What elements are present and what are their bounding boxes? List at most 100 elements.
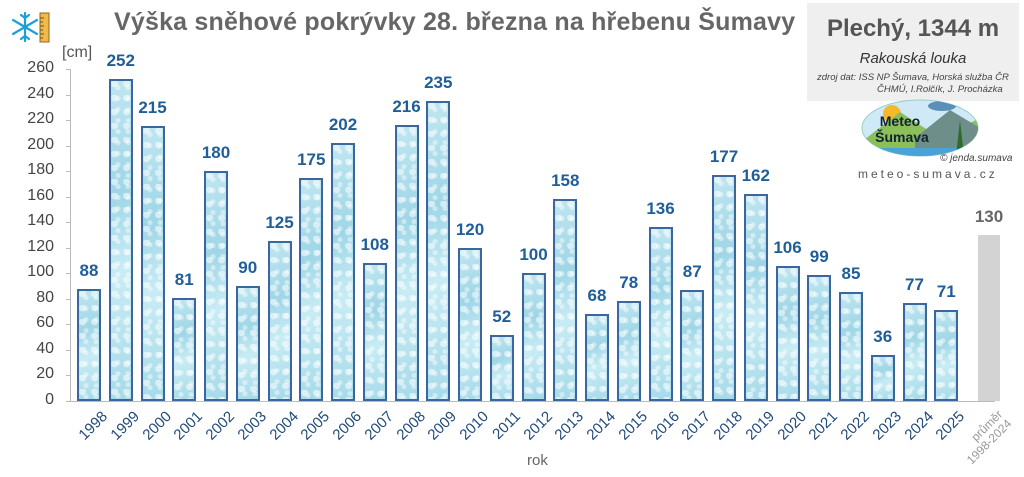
value-label: 252	[106, 51, 135, 71]
chart-title: Výška sněhové pokrývky 28. března na hře…	[114, 8, 796, 36]
bar-2023	[870, 355, 895, 401]
bar-2015	[616, 301, 641, 401]
y-tick-label: 260	[27, 59, 54, 76]
bar-2024	[902, 302, 927, 401]
x-tick-label: 2005	[297, 408, 334, 444]
x-tick-label: 2010	[456, 408, 493, 444]
y-tick-label: 140	[27, 212, 54, 230]
y-tick-mark	[66, 298, 71, 300]
value-label: 158	[551, 171, 580, 191]
bar-2022	[839, 292, 863, 401]
bar-2021	[807, 274, 832, 401]
y-tick-mark	[66, 196, 71, 198]
y-tick-label: 80	[36, 288, 54, 306]
y-tick-mark	[66, 375, 71, 377]
value-label: 162	[741, 166, 770, 186]
y-tick-label: 100	[27, 263, 54, 281]
value-label: 90	[238, 258, 258, 278]
x-tick-label: 2001	[170, 408, 207, 444]
y-tick-label: 200	[27, 135, 54, 153]
x-tick-label: 1999	[107, 408, 143, 444]
y-tick-mark	[66, 349, 71, 351]
website-text: meteo-sumava.cz	[858, 167, 998, 181]
y-tick-mark	[66, 94, 71, 96]
bar-2002	[204, 171, 228, 401]
y-tick-mark	[66, 69, 71, 70]
bar-2019	[743, 194, 768, 401]
snowflake-ruler-icon	[11, 11, 50, 43]
y-tick-mark	[66, 120, 71, 122]
y-tick-mark	[66, 401, 71, 402]
data-source-line1: zdroj dat: ISS NP Šumava, Horská služba …	[817, 72, 1009, 83]
value-label: 216	[392, 97, 421, 117]
data-source-line2: ČHMÚ, I.Rolčík, J. Procházka	[877, 84, 1003, 95]
x-tick-label: 2021	[805, 408, 842, 444]
bar-2009	[426, 100, 451, 401]
y-tick-label: 220	[27, 110, 54, 128]
bar-1998	[77, 288, 101, 401]
value-label: 130	[974, 207, 1004, 226]
bar-2006	[331, 143, 355, 401]
x-axis-line	[70, 401, 995, 402]
svg-text:Meteo: Meteo	[880, 113, 920, 129]
y-tick-label: 40	[36, 339, 54, 357]
x-tick-label: 2014	[583, 408, 620, 444]
y-tick-mark	[66, 171, 71, 173]
station-info-box: Plechý, 1344 m Rakouská louka zdroj dat:…	[807, 3, 1019, 101]
average-bar	[978, 235, 1000, 401]
bar-2010	[458, 247, 482, 401]
x-tick-label: 2023	[869, 408, 905, 444]
value-label: 125	[265, 213, 294, 233]
y-axis-unit: [cm]	[62, 44, 93, 61]
value-label: 36	[873, 327, 893, 347]
station-name: Plechý, 1344 m	[826, 15, 1000, 42]
y-tick-label: 0	[45, 391, 54, 408]
bar-2017	[680, 289, 705, 401]
x-tick-label: 2024	[900, 408, 937, 444]
x-tick-label: 2011	[488, 408, 524, 443]
value-label: 136	[646, 199, 675, 219]
value-label: 108	[360, 235, 389, 255]
value-label: 78	[619, 273, 639, 293]
x-tick-label: 2006	[329, 408, 366, 444]
x-tick-label: 2007	[361, 408, 397, 444]
value-label: 87	[682, 261, 702, 281]
y-tick-label: 60	[36, 314, 54, 332]
x-tick-label: 2008	[392, 408, 429, 444]
value-label: 81	[174, 269, 194, 289]
svg-text:Šumava: Šumava	[875, 128, 929, 145]
value-label: 175	[297, 149, 326, 169]
x-tick-label: 2012	[519, 408, 556, 444]
bar-2016	[648, 227, 673, 401]
value-label: 71	[936, 282, 956, 302]
value-label: 202	[328, 115, 358, 135]
bar-2018	[712, 174, 736, 401]
x-tick-label: 2017	[678, 408, 715, 444]
y-tick-mark	[66, 222, 71, 224]
y-tick-mark	[66, 247, 71, 249]
value-label: 99	[809, 246, 829, 266]
y-tick-label: 20	[36, 365, 54, 383]
value-label: 180	[201, 143, 231, 163]
x-tick-label: 2004	[265, 408, 302, 444]
x-tick-label: 2018	[710, 408, 747, 444]
x-tick-label: 2016	[646, 408, 683, 444]
bar-2014	[585, 314, 609, 401]
y-tick-mark	[66, 324, 71, 326]
bar-2003	[235, 286, 260, 401]
x-tick-label: 2019	[742, 408, 778, 444]
bar-2012	[521, 273, 546, 401]
value-label: 52	[492, 306, 512, 326]
bar-2008	[394, 125, 419, 401]
x-tick-label: 2020	[773, 408, 810, 444]
bar-2013	[553, 199, 578, 401]
x-tick-label: 2000	[138, 408, 175, 444]
value-label: 68	[587, 286, 607, 306]
x-tick-label: 2009	[424, 408, 461, 444]
value-label: 77	[905, 274, 924, 294]
station-location: Rakouská louka	[859, 50, 967, 67]
meteo-sumava-logo: Meteo Šumava	[861, 99, 979, 157]
value-label: 215	[138, 98, 167, 118]
value-label: 85	[841, 264, 861, 284]
value-label: 106	[773, 237, 802, 257]
